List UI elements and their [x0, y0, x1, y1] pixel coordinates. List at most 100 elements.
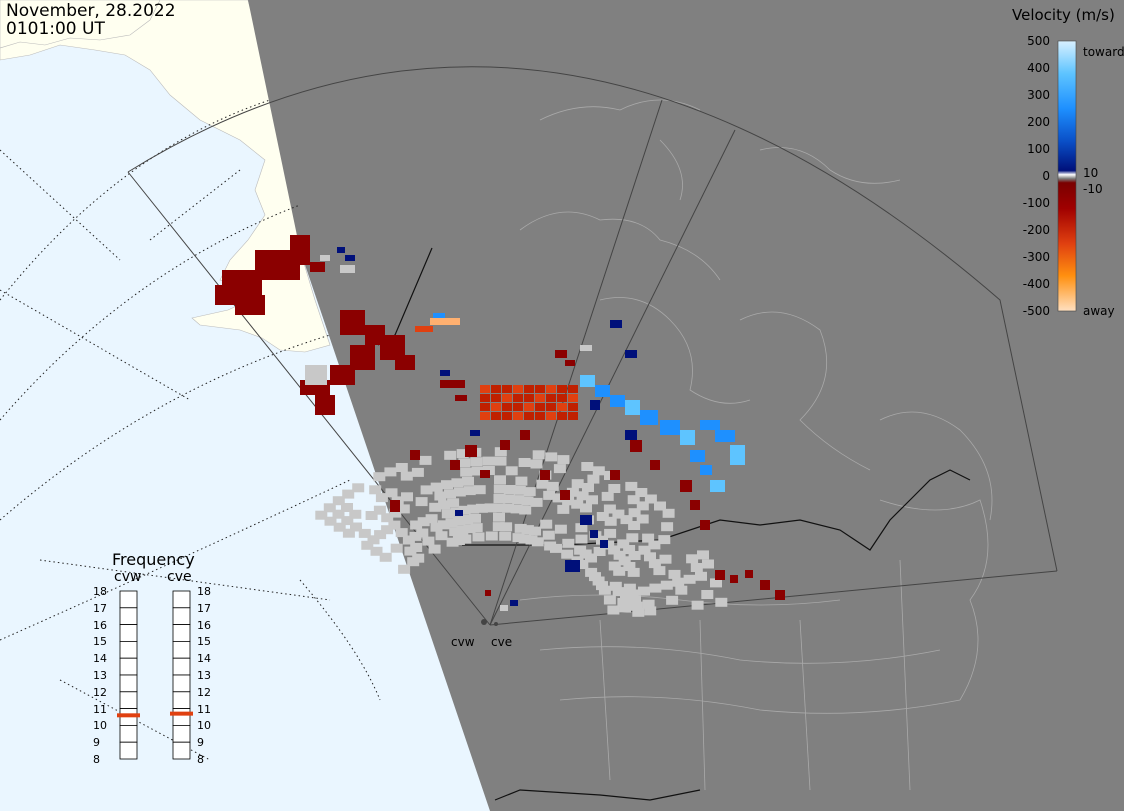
- ground-scatter-cell: [416, 529, 428, 538]
- velocity-cell: [524, 403, 534, 411]
- frequency-tick-right: 14: [197, 653, 211, 664]
- ground-scatter-cell: [470, 457, 482, 466]
- ground-scatter-cell: [702, 560, 714, 569]
- ground-scatter-cell: [416, 497, 428, 506]
- velocity-cell: [491, 412, 501, 420]
- frequency-radar-name-cvw: cvw: [114, 569, 141, 585]
- ground-scatter-cell: [532, 537, 544, 546]
- ground-scatter-cell: [401, 472, 413, 481]
- frequency-tick-right: 17: [197, 603, 211, 614]
- velocity-cell: [775, 590, 785, 600]
- velocity-cell: [305, 365, 327, 385]
- velocity-cell: [546, 412, 556, 420]
- frequency-tick-left: 13: [93, 670, 107, 681]
- velocity-cell: [680, 430, 695, 445]
- colorbar-low-neg-label: -10: [1083, 183, 1103, 195]
- velocity-cell: [513, 412, 523, 420]
- ground-scatter-cell: [422, 537, 434, 546]
- velocity-cell: [524, 394, 534, 402]
- ground-scatter-cell: [607, 606, 619, 615]
- frequency-tick-right: 15: [197, 636, 211, 647]
- ground-scatter-cell: [431, 483, 443, 492]
- colorbar-away-label: away: [1083, 305, 1115, 317]
- ground-scatter-cell: [436, 531, 448, 540]
- frequency-tick-right: 10: [197, 720, 211, 731]
- velocity-cell: [502, 394, 512, 402]
- ground-scatter-cell: [672, 578, 684, 587]
- velocity-cell: [433, 313, 445, 318]
- velocity-cell: [345, 255, 355, 261]
- frequency-radar-name-cve: cve: [167, 569, 192, 585]
- velocity-cell: [502, 403, 512, 411]
- velocity-cell: [340, 265, 355, 273]
- velocity-cell: [557, 403, 567, 411]
- frequency-tick-left: 16: [93, 620, 107, 631]
- velocity-cell: [610, 320, 622, 328]
- velocity-cell: [470, 430, 480, 436]
- colorbar-toward-label: toward: [1083, 46, 1124, 58]
- frequency-tick-left: 10: [93, 720, 107, 731]
- ground-scatter-cell: [580, 503, 592, 512]
- frequency-gauge-cell: [173, 591, 190, 608]
- colorbar-tick: 400: [1006, 62, 1050, 74]
- ground-scatter-cell: [701, 590, 713, 599]
- ground-scatter-cell: [386, 488, 398, 497]
- ground-scatter-cell: [576, 535, 588, 544]
- frequency-gauge-cell: [173, 725, 190, 742]
- ground-scatter-cell: [533, 450, 545, 459]
- colorbar-tick: 200: [1006, 116, 1050, 128]
- ground-scatter-cell: [619, 604, 631, 613]
- frequency-tick-right: 11: [197, 704, 211, 715]
- velocity-cell: [568, 385, 578, 393]
- ground-scatter-cell: [637, 515, 649, 524]
- velocity-cell: [610, 470, 620, 480]
- velocity-cell: [700, 465, 712, 475]
- velocity-cell: [660, 420, 680, 435]
- velocity-cell: [337, 247, 345, 253]
- ground-scatter-cell: [666, 596, 678, 605]
- velocity-cell: [568, 403, 578, 411]
- site-label-east: cve: [491, 635, 512, 649]
- ground-scatter-cell: [493, 513, 505, 522]
- ground-scatter-cell: [581, 462, 593, 471]
- velocity-cell: [500, 605, 508, 611]
- velocity-cell: [513, 385, 523, 393]
- ground-scatter-cell: [692, 601, 704, 610]
- velocity-cell: [595, 385, 610, 397]
- velocity-cell: [580, 515, 592, 525]
- frequency-marker: [170, 712, 193, 716]
- ground-scatter-cell: [500, 522, 512, 531]
- frequency-gauge-cell: [173, 658, 190, 675]
- ground-scatter-cell: [545, 452, 557, 461]
- ground-scatter-cell: [661, 581, 673, 590]
- velocity-cell: [535, 394, 545, 402]
- ground-scatter-cell: [608, 484, 620, 493]
- colorbar-title: Velocity (m/s): [1012, 6, 1115, 24]
- velocity-cell: [510, 600, 518, 606]
- ground-scatter-cell: [524, 487, 536, 496]
- velocity-cell: [415, 326, 433, 332]
- frequency-title: Frequency: [112, 550, 195, 569]
- ground-scatter-cell: [429, 545, 441, 554]
- frequency-gauge-cell: [120, 692, 137, 709]
- ground-scatter-cell: [420, 456, 432, 465]
- ground-scatter-cell: [562, 539, 574, 548]
- velocity-cell: [730, 445, 745, 465]
- frequency-tick-left: 18: [93, 586, 107, 597]
- velocity-cell: [524, 385, 534, 393]
- ground-scatter-cell: [691, 563, 703, 572]
- frequency-tick-right: 13: [197, 670, 211, 681]
- colorbar-gradient: [1058, 41, 1076, 311]
- velocity-cell: [410, 450, 420, 460]
- velocity-cell: [565, 360, 575, 366]
- ground-scatter-cell: [669, 570, 681, 579]
- ground-scatter-cell: [554, 464, 566, 473]
- colorbar-tick: -100: [1006, 197, 1050, 209]
- frequency-gauge-cell: [173, 742, 190, 759]
- velocity-cell: [546, 394, 556, 402]
- velocity-cell: [320, 255, 330, 261]
- velocity-cell: [590, 530, 598, 538]
- frequency-tick-left: 8: [93, 754, 100, 765]
